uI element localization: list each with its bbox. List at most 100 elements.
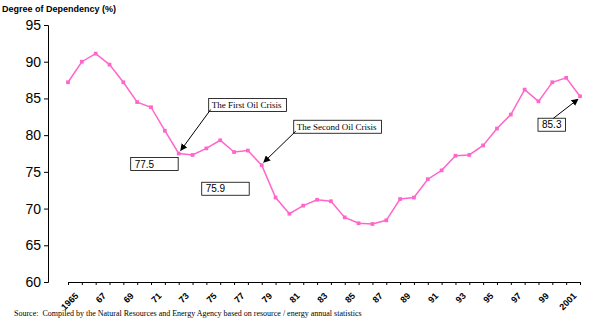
x-tick bbox=[497, 282, 498, 285]
x-tick: 83 bbox=[315, 282, 329, 305]
y-axis-line bbox=[44, 26, 49, 283]
x-tick-label: 89 bbox=[398, 291, 412, 305]
x-tick-mark bbox=[193, 282, 194, 285]
x-tick-label: 73 bbox=[177, 291, 191, 305]
series-marker bbox=[205, 146, 209, 150]
series-marker bbox=[260, 163, 264, 167]
x-tick-mark bbox=[428, 282, 429, 285]
x-tick-mark bbox=[442, 282, 443, 285]
x-tick: 67 bbox=[94, 282, 108, 305]
series-marker bbox=[564, 76, 568, 80]
x-tick: 81 bbox=[288, 282, 302, 305]
x-tick-label: 69 bbox=[122, 291, 136, 305]
series-marker bbox=[509, 113, 513, 117]
x-tick-mark bbox=[386, 282, 387, 285]
x-tick: 77 bbox=[232, 282, 246, 305]
series-marker bbox=[578, 94, 582, 98]
x-tick: 69 bbox=[122, 282, 136, 305]
x-tick-label: 71 bbox=[149, 291, 163, 305]
x-tick: 75 bbox=[205, 282, 219, 305]
x-tick: 93 bbox=[454, 282, 468, 305]
x-tick-mark bbox=[525, 282, 526, 285]
value-label: 77.5 bbox=[135, 159, 155, 170]
x-tick-mark bbox=[552, 282, 553, 285]
series-marker bbox=[357, 221, 361, 225]
y-tick: 65 bbox=[25, 237, 48, 253]
x-tick-mark bbox=[469, 282, 470, 285]
value-label-box: 75.9 bbox=[202, 182, 249, 195]
series-marker bbox=[537, 99, 541, 103]
x-tick-mark bbox=[511, 282, 512, 285]
x-tick-mark bbox=[206, 282, 207, 285]
y-tick: 75 bbox=[25, 164, 48, 180]
x-tick-label: 2001 bbox=[557, 291, 578, 312]
x-tick-label: 81 bbox=[288, 291, 302, 305]
x-tick bbox=[165, 282, 166, 285]
x-tick-mark bbox=[179, 282, 180, 285]
value-label: 85.3 bbox=[542, 119, 562, 130]
series-marker bbox=[246, 149, 250, 153]
x-tick-mark bbox=[137, 282, 138, 285]
x-tick-mark bbox=[483, 282, 484, 285]
annotation-text: The Second Oil Crisis bbox=[297, 122, 377, 132]
source-note: Source: Compiled by the Natural Resource… bbox=[14, 309, 362, 318]
y-tick-mark bbox=[44, 245, 48, 246]
x-tick-mark bbox=[538, 282, 539, 285]
series-marker bbox=[218, 138, 222, 142]
series-marker bbox=[288, 212, 292, 216]
series-marker bbox=[454, 154, 458, 158]
x-tick-mark bbox=[248, 282, 249, 285]
x-tick-mark bbox=[96, 282, 97, 285]
y-tick-mark bbox=[44, 172, 48, 173]
series-marker bbox=[384, 218, 388, 222]
x-tick-label: 95 bbox=[481, 291, 495, 305]
series-line bbox=[68, 54, 580, 224]
annotation: The First Oil Crisis bbox=[181, 99, 287, 151]
x-tick-mark bbox=[276, 282, 277, 285]
series-marker bbox=[274, 196, 278, 200]
x-tick-mark bbox=[303, 282, 304, 285]
y-tick-label: 70 bbox=[25, 201, 41, 217]
series-marker bbox=[481, 144, 485, 148]
series-marker bbox=[343, 216, 347, 220]
x-tick-mark bbox=[234, 282, 235, 285]
x-tick: 95 bbox=[481, 282, 495, 305]
series-marker bbox=[108, 63, 112, 67]
y-axis: 6065707580859095 bbox=[25, 17, 48, 290]
x-tick: 97 bbox=[509, 282, 523, 305]
plot-area bbox=[66, 52, 582, 226]
chart-svg: Degree of Dependency (%)6065707580859095… bbox=[0, 0, 600, 321]
x-axis: 1965676971737577798183858789919395979920… bbox=[59, 282, 580, 312]
series-marker bbox=[191, 153, 195, 157]
x-tick bbox=[386, 282, 387, 285]
y-tick: 60 bbox=[25, 274, 48, 290]
x-tick: 1965 bbox=[59, 282, 80, 312]
y-tick: 85 bbox=[25, 90, 48, 106]
y-tick: 80 bbox=[25, 127, 48, 143]
x-tick-mark bbox=[151, 282, 152, 285]
x-tick-mark bbox=[165, 282, 166, 285]
x-tick bbox=[359, 282, 360, 285]
value-labels: 77.5 75.9 85.3 bbox=[131, 99, 578, 195]
x-tick-mark bbox=[455, 282, 456, 285]
x-tick bbox=[248, 282, 249, 285]
annotation-frame bbox=[294, 120, 382, 133]
series-marker bbox=[426, 177, 430, 181]
y-tick: 90 bbox=[25, 54, 48, 70]
x-tick: 89 bbox=[398, 282, 412, 305]
x-tick-label: 79 bbox=[260, 291, 274, 305]
series-marker bbox=[550, 80, 554, 84]
series-marker bbox=[467, 153, 471, 157]
x-tick bbox=[525, 282, 526, 285]
value-label: 75.9 bbox=[206, 183, 226, 194]
series-marker bbox=[523, 88, 527, 92]
series-marker bbox=[149, 105, 153, 109]
annotation: The Second Oil Crisis bbox=[264, 120, 382, 162]
x-tick-mark bbox=[82, 282, 83, 285]
x-tick bbox=[110, 282, 111, 285]
y-tick-label: 65 bbox=[25, 237, 41, 253]
x-tick: 71 bbox=[149, 282, 163, 305]
x-tick-label: 93 bbox=[454, 291, 468, 305]
y-tick-label: 80 bbox=[25, 127, 41, 143]
x-tick-mark bbox=[262, 282, 263, 285]
